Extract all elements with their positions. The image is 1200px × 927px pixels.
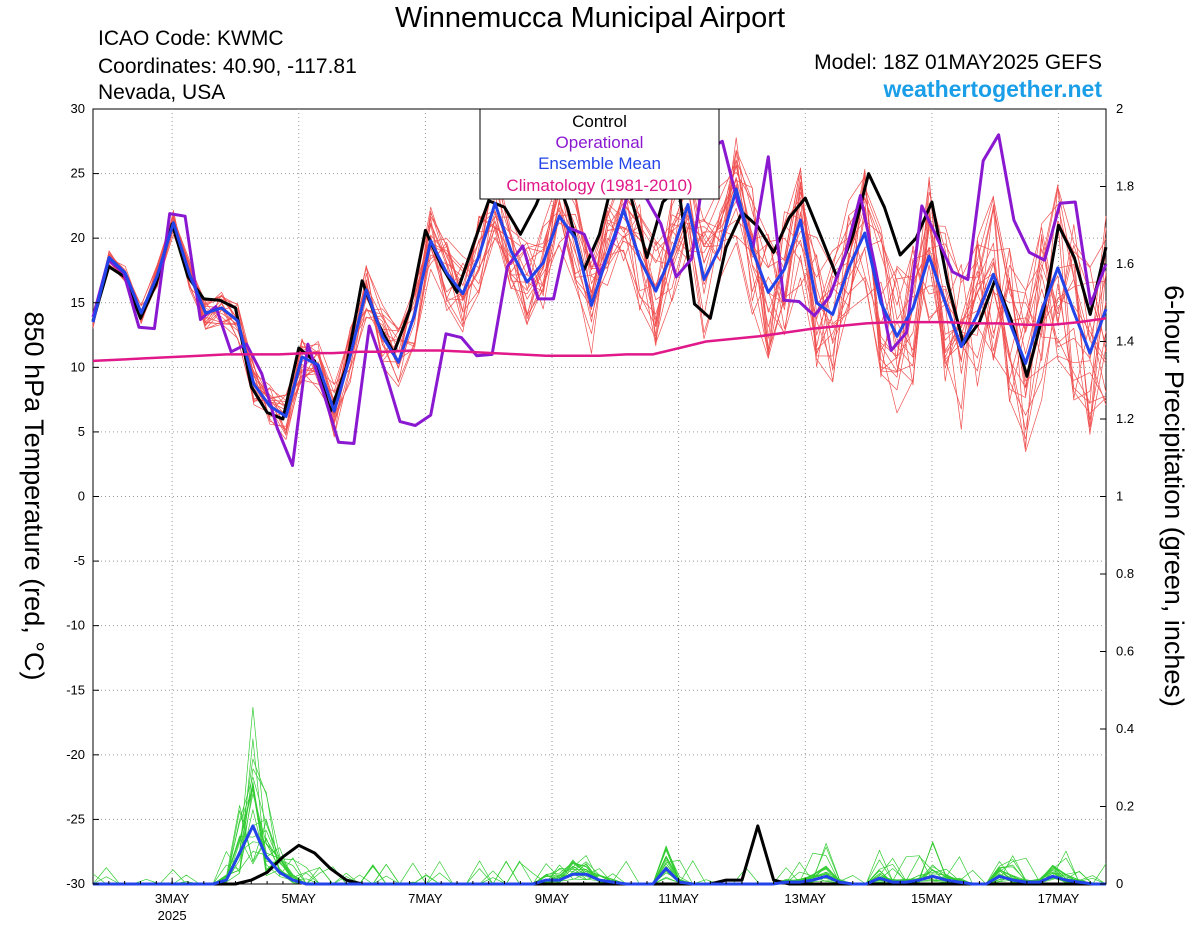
x-tick-label: 17MAY — [1038, 891, 1080, 906]
y-tick-label: -5 — [73, 553, 85, 568]
legend-climatology: Climatology (1981-2010) — [506, 176, 692, 195]
y-tick-label: 5 — [78, 424, 85, 439]
y2-tick-label: 0.2 — [1116, 799, 1134, 814]
y2-tick-label: 1.4 — [1116, 334, 1134, 349]
y-tick-label: 10 — [71, 359, 85, 374]
ensemble-member-temp — [92, 164, 1107, 431]
ensemble-member-temp — [92, 175, 1107, 422]
x-tick-sublabel: 2025 — [158, 908, 187, 923]
legend-operational: Operational — [556, 133, 644, 152]
ensemble-member-temp — [92, 160, 1107, 436]
y2-tick-label: 0.6 — [1116, 644, 1134, 659]
operational-line — [91, 133, 1108, 467]
x-tick-label: 15MAY — [911, 891, 953, 906]
y2-tick-label: 1.6 — [1116, 256, 1134, 271]
y2-tick-label: 1 — [1116, 489, 1123, 504]
y-tick-label: 20 — [71, 230, 85, 245]
ensemble-member-temp — [92, 176, 1107, 440]
ensemble-member-temp — [92, 165, 1107, 437]
y-tick-label: 0 — [78, 489, 85, 504]
x-tick-label: 3MAY — [155, 891, 190, 906]
y-tick-label: 15 — [71, 295, 85, 310]
ensemble-member-temp — [92, 163, 1107, 434]
ensemble-member-precip — [93, 706, 1106, 885]
climatology-1981-2010-line — [92, 317, 1107, 363]
y2-tick-label: 1.2 — [1116, 411, 1134, 426]
y-tick-label: -10 — [66, 618, 85, 633]
ensemble-member-precip — [93, 768, 1106, 885]
x-tick-label: 13MAY — [784, 891, 826, 906]
icao-code: ICAO Code: KWMC — [98, 27, 284, 50]
y2-tick-label: 1.8 — [1116, 179, 1134, 194]
y2-tick-label: 2 — [1116, 101, 1123, 116]
y-tick-label: 30 — [71, 101, 85, 116]
series-lines — [91, 133, 1108, 886]
ensemble-mean-precipitation-line — [93, 824, 1106, 886]
legend-box — [479, 108, 720, 200]
legend-control: Control — [572, 112, 627, 131]
y2-tick-label: 0.8 — [1116, 566, 1134, 581]
gridlines — [93, 109, 1106, 884]
y-tick-label: -20 — [66, 747, 85, 762]
model-run: Model: 18Z 01MAY2025 GEFS — [814, 51, 1102, 74]
x-tick-label: 7MAY — [408, 891, 443, 906]
coordinates: Coordinates: 40.90, -117.81 — [98, 55, 357, 78]
ensemble-member-precip — [93, 786, 1106, 885]
control-line — [91, 164, 1108, 421]
y-tick-label: 25 — [71, 166, 85, 181]
y-tick-label: -15 — [66, 682, 85, 697]
x-tick-label: 5MAY — [282, 891, 317, 906]
ensemble-member-temp — [92, 169, 1107, 427]
chart-title: Winnemucca Municipal Airport — [394, 2, 786, 34]
plot-area — [92, 108, 1107, 885]
y-tick-label: -30 — [66, 876, 85, 891]
ensemble-mean-line — [91, 187, 1108, 418]
y2-tick-label: 0 — [1116, 876, 1123, 891]
ensemble-members — [92, 137, 1107, 885]
y2-axis-title: 6-hour Precipitation (green, inches) — [1159, 285, 1189, 707]
site-link[interactable]: weathertogether.net — [883, 76, 1102, 102]
x-tick-label: 11MAY — [658, 891, 699, 906]
x-tick-label: 9MAY — [535, 891, 570, 906]
y-axis-title: 850 hPa Temperature (red, °C) — [19, 312, 49, 681]
ensemble-member-temp — [92, 177, 1107, 400]
y-tick-label: -25 — [66, 811, 85, 826]
legend: Control Operational Ensemble Mean Climat… — [479, 108, 720, 200]
legend-ensemble-mean: Ensemble Mean — [538, 154, 661, 173]
axes: 302520151050-5-10-15-20-25-3021.81.61.41… — [66, 101, 1134, 923]
region: Nevada, USA — [98, 81, 226, 104]
y2-tick-label: 0.4 — [1116, 721, 1134, 736]
